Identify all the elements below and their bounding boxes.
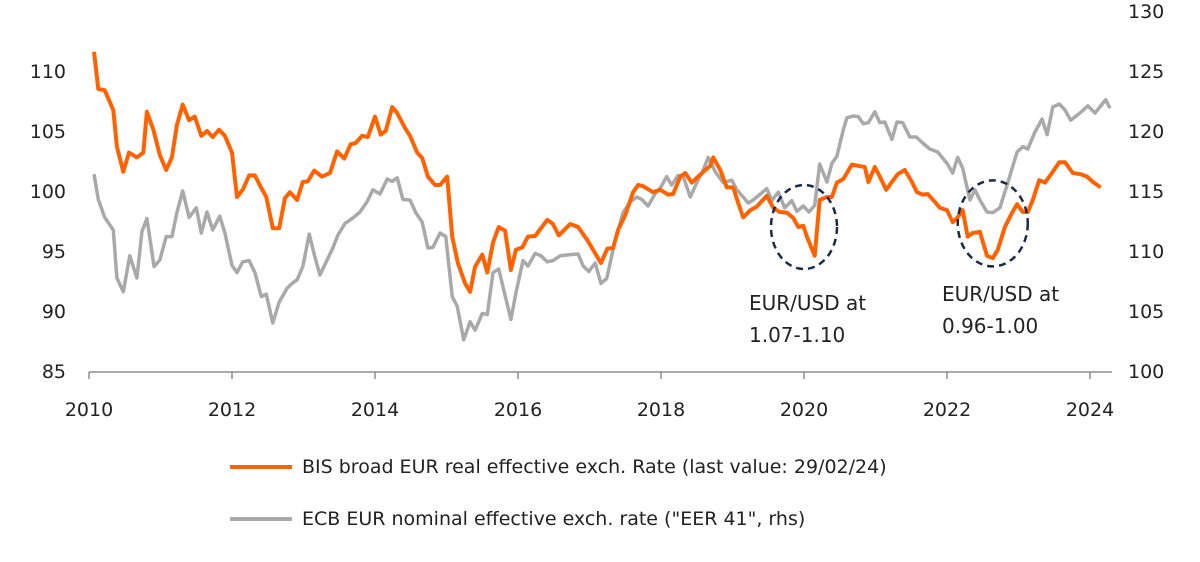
y-right-tick-label: 100 — [1128, 361, 1164, 383]
axis-ticks: 2010 2012 2014 2016 2018 2020 2022 2024 85 90 95 10… — [30, 1, 1165, 421]
annotation-label-line2: 0.96-1.00 — [942, 314, 1038, 338]
y-right-tick-label: 115 — [1128, 181, 1164, 203]
legend-swatch-orange — [230, 465, 292, 469]
y-right-tick-label: 105 — [1128, 301, 1164, 323]
legend-swatch-gray — [230, 517, 292, 521]
x-tick-label: 2012 — [208, 399, 256, 421]
annotation-label-line1: EUR/USD at — [749, 291, 866, 315]
annotations: EUR/USD at 1.07-1.10 EUR/USD at 0.96-1.00 — [749, 179, 1059, 347]
y-left-tick-label: 110 — [30, 61, 66, 83]
y-left-tick-label: 95 — [42, 241, 66, 263]
x-tick-label: 2016 — [494, 399, 542, 421]
legend-label-bis: BIS broad EUR real effective exch. Rate … — [302, 456, 887, 478]
y-left-tick-label: 100 — [30, 181, 66, 203]
legend-item-ecb: ECB EUR nominal effective exch. rate ("E… — [230, 508, 805, 530]
y-left-tick-label: 105 — [30, 121, 66, 143]
y-right-tick-label: 110 — [1128, 241, 1164, 263]
series-lines — [92, 51, 1112, 342]
y-right-tick-label: 125 — [1128, 61, 1164, 83]
highlight-ellipse — [956, 179, 1030, 268]
x-tick-label: 2022 — [923, 399, 971, 421]
x-tick-label: 2024 — [1066, 399, 1114, 421]
y-left-tick-label: 85 — [42, 361, 66, 383]
highlight-ellipse — [769, 183, 839, 271]
legend-item-bis: BIS broad EUR real effective exch. Rate … — [230, 456, 887, 478]
y-right-tick-label: 130 — [1128, 1, 1164, 23]
y-right-tick-label: 120 — [1128, 121, 1164, 143]
annotation-label-line1: EUR/USD at — [942, 282, 1059, 306]
legend-label-ecb: ECB EUR nominal effective exch. rate ("E… — [302, 508, 806, 530]
x-tick-label: 2014 — [351, 399, 399, 421]
x-tick-label: 2010 — [65, 399, 113, 421]
x-tick-label: 2018 — [637, 399, 685, 421]
annotation-label-line2: 1.07-1.10 — [749, 323, 845, 347]
series-line-bis-reer — [92, 51, 1102, 294]
y-left-tick-label: 90 — [42, 301, 66, 323]
series-line-ecb-neer — [92, 98, 1112, 342]
x-tick-label: 2020 — [780, 399, 828, 421]
